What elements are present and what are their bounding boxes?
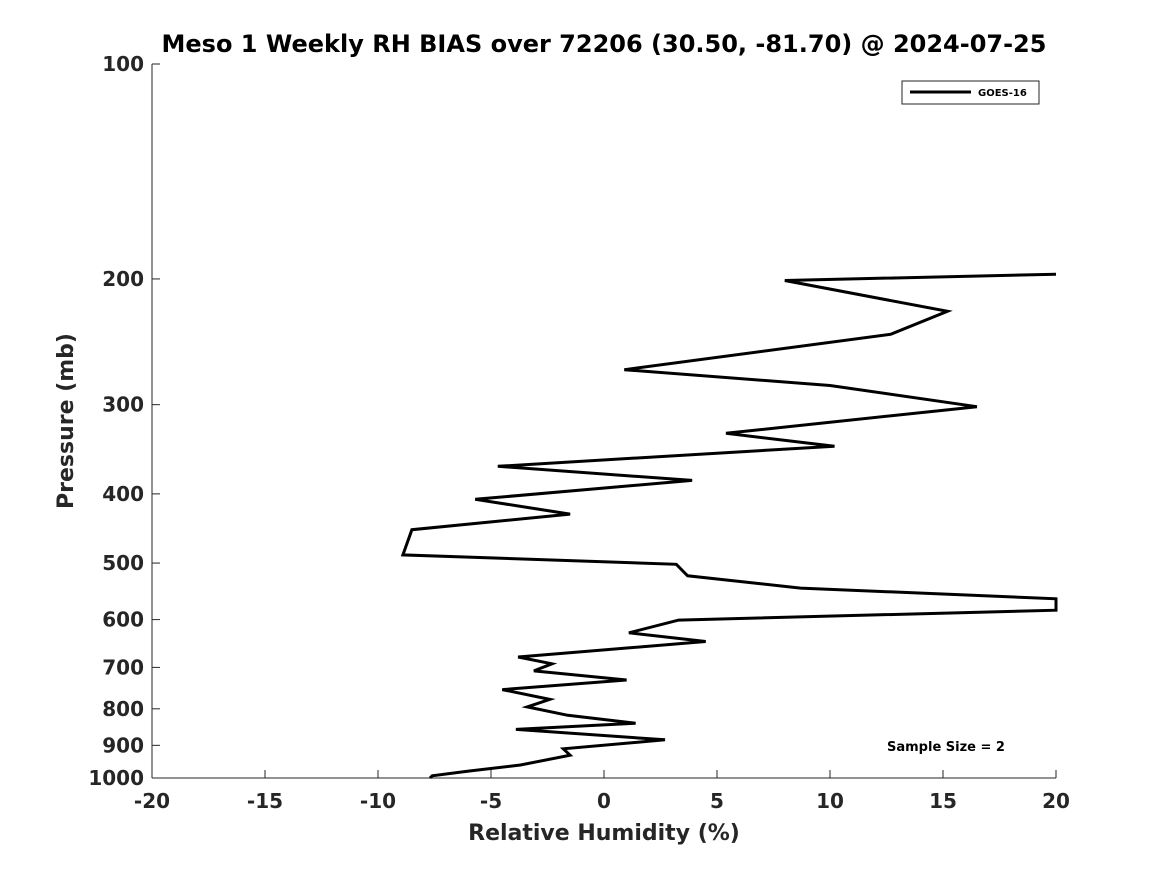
y-tick-label: 300 [102,393,144,417]
y-axis-label: Pressure (mb) [54,333,79,509]
x-axis-label: Relative Humidity (%) [468,821,740,846]
x-tick-label: -5 [480,789,502,813]
x-tick-label: 15 [929,789,957,813]
y-ticks: 100 200 300 400 500 600 700 800 900 1000 [88,52,160,790]
legend-entry-goes-16: GOES-16 [978,88,1027,99]
sample-size-note: Sample Size = 2 [887,740,1005,755]
x-tick-label: 20 [1042,789,1070,813]
y-tick-label: 700 [102,655,144,679]
series-layer [400,272,1058,780]
y-tick-label: 900 [102,733,144,757]
y-tick-label: 400 [102,482,144,506]
y-tick-label: 800 [102,697,144,721]
legend: GOES-16 [901,80,1040,105]
x-tick-label: 5 [710,789,724,813]
x-tick-label: -20 [134,789,170,813]
y-tick-label: 100 [102,52,144,76]
chart-title: Meso 1 Weekly RH BIAS over 72206 (30.50,… [162,30,1047,58]
y-tick-label: 600 [102,608,144,632]
x-ticks: -20 -15 -10 -5 0 5 10 15 20 [134,770,1070,813]
x-tick-label: -10 [360,789,396,813]
x-tick-label: -15 [247,789,283,813]
series-line-goes-16 [400,272,1058,780]
x-tick-label: 0 [597,789,611,813]
x-tick-label: 10 [816,789,844,813]
y-tick-label: 1000 [88,766,144,790]
plot-area [151,64,1056,779]
y-tick-label: 500 [102,551,144,575]
y-tick-label: 200 [102,267,144,291]
